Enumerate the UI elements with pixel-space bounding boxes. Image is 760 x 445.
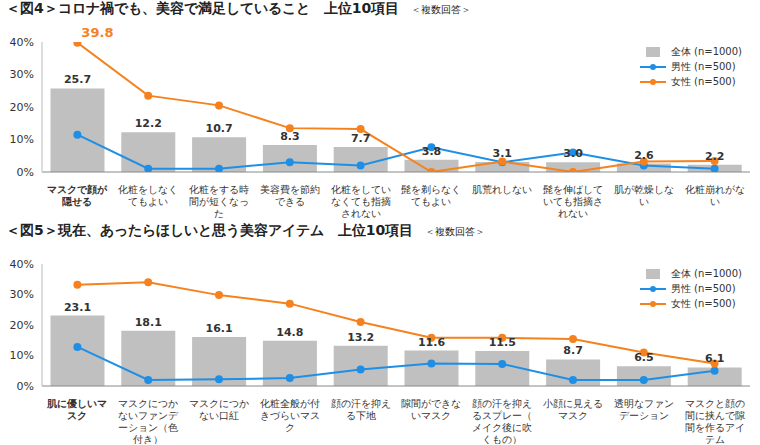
svg-text:39.8: 39.8: [81, 25, 113, 40]
svg-text:髭を剃らなくてもよい: 髭を剃らなくてもよい: [401, 184, 461, 207]
html-text:全体 (n=1000): 全体 (n=1000): [670, 45, 742, 57]
svg-text:18.1: 18.1: [135, 316, 162, 329]
svg-text:2.6: 2.6: [634, 149, 654, 162]
svg-text:25.7: 25.7: [64, 73, 91, 86]
svg-text:20%: 20%: [10, 101, 34, 114]
svg-text:14.8: 14.8: [276, 326, 303, 339]
html-text:女性 (n=500): 女性 (n=500): [670, 297, 736, 309]
svg-text:化粧全般が付きづらいマスク: 化粧全般が付きづらいマスク: [260, 398, 320, 433]
html-text:全体 (n=1000): 全体 (n=1000): [670, 267, 742, 279]
svg-text:8.3: 8.3: [280, 130, 300, 143]
svg-text:11.6: 11.6: [418, 336, 445, 349]
svg-text:13.2: 13.2: [347, 331, 374, 344]
svg-text:肌荒れしない: 肌荒れしない: [472, 184, 532, 195]
svg-text:7.7: 7.7: [351, 132, 371, 145]
svg-text:顔の汗を抑えるスプレー（メイク後に吹くもの）: 顔の汗を抑えるスプレー（メイク後に吹くもの）: [472, 398, 532, 444]
svg-text:隙間ができないマスク: 隙間ができないマスク: [401, 398, 461, 421]
svg-text:6.1: 6.1: [705, 352, 725, 365]
html-text:男性 (n=500): 男性 (n=500): [670, 282, 736, 294]
svg-text:肌に優しいマスク: 肌に優しいマスク: [46, 398, 107, 421]
svg-text:化粧をしていなくても指摘されない: 化粧をしていなくても指摘されない: [331, 184, 391, 218]
html-text:男性 (n=500): 男性 (n=500): [670, 60, 736, 72]
svg-text:8.7: 8.7: [563, 344, 583, 357]
svg-text:化粧をしなくてもよい: 化粧をしなくてもよい: [118, 184, 178, 207]
svg-text:透明なファンデーション: 透明なファンデーション: [614, 398, 674, 421]
svg-text:マスクにつかないファンデーション（色付き）: マスクにつかないファンデーション（色付き）: [118, 398, 179, 444]
svg-text:3.0: 3.0: [563, 147, 583, 160]
svg-text:20%: 20%: [10, 319, 34, 332]
svg-text:マスクにつかない口紅: マスクにつかない口紅: [189, 398, 249, 421]
svg-text:12.2: 12.2: [135, 117, 162, 130]
svg-text:23.1: 23.1: [64, 301, 91, 314]
html-text:＜図5＞現在、あったらほしいと思う美容アイテム 上位10項目: ＜図5＞現在、あったらほしいと思う美容アイテム 上位10項目: [6, 222, 414, 238]
svg-text:顔の汗を抑える下地: 顔の汗を抑える下地: [331, 398, 391, 421]
svg-text:肌が乾燥しない: 肌が乾燥しない: [614, 184, 674, 207]
svg-text:40%: 40%: [10, 258, 34, 271]
svg-text:3.1: 3.1: [493, 147, 513, 160]
html-text:女性 (n=500): 女性 (n=500): [670, 75, 736, 87]
svg-text:10.7: 10.7: [206, 122, 233, 135]
svg-text:0%: 0%: [17, 380, 34, 393]
svg-text:6.5: 6.5: [634, 351, 654, 364]
svg-text:マスクと顔の間に挟んで隙間を作るアイテム: マスクと顔の間に挟んで隙間を作るアイテム: [685, 398, 745, 444]
svg-text:小顔に見えるマスク: 小顔に見えるマスク: [543, 398, 603, 421]
svg-text:11.5: 11.5: [489, 336, 516, 349]
svg-text:化粧崩れがない: 化粧崩れがない: [685, 184, 745, 207]
svg-text:髭を伸ばしていても指摘されない: 髭を伸ばしていても指摘されない: [543, 184, 603, 218]
svg-text:10%: 10%: [10, 133, 34, 146]
svg-text:30%: 30%: [10, 288, 34, 301]
svg-text:2.2: 2.2: [705, 150, 725, 163]
svg-text:マスクで顔が隠せる: マスクで顔が隠せる: [47, 184, 108, 207]
html-text:＜複数回答＞: ＜複数回答＞: [411, 4, 472, 15]
svg-text:40%: 40%: [10, 36, 34, 49]
html-text:＜図4＞コロナ禍でも、美容で満足していること 上位10項目: ＜図4＞コロナ禍でも、美容で満足していること 上位10項目: [6, 0, 400, 16]
svg-text:10%: 10%: [10, 349, 34, 362]
html-text:＜複数回答＞: ＜複数回答＞: [425, 226, 486, 237]
svg-text:0%: 0%: [17, 166, 34, 179]
svg-text:3.8: 3.8: [422, 145, 442, 158]
svg-text:30%: 30%: [10, 68, 34, 81]
svg-text:化粧をする時間が短くなった: 化粧をする時間が短くなった: [189, 184, 249, 218]
svg-text:16.1: 16.1: [206, 322, 233, 335]
svg-text:美容費を節約できる: 美容費を節約できる: [260, 184, 320, 207]
